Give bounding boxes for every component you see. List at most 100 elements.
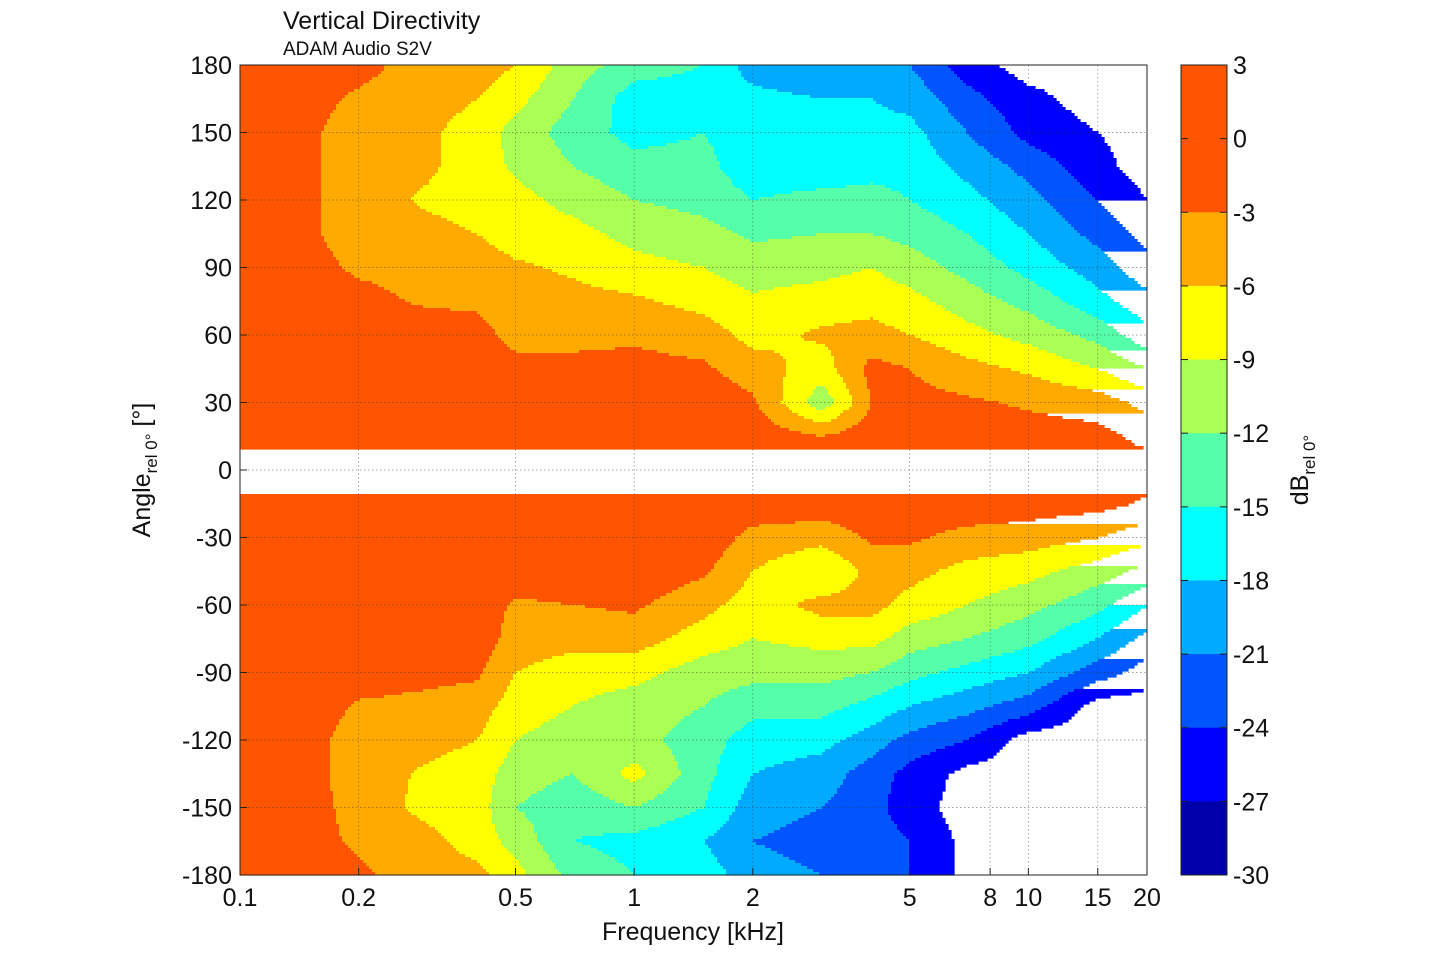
heatmap-cell <box>981 92 1048 96</box>
heatmap-cell <box>732 812 811 816</box>
heatmap-cell <box>411 773 496 777</box>
heatmap-cell <box>873 98 940 102</box>
heatmap-cell <box>381 71 505 75</box>
heatmap-cell <box>510 749 673 753</box>
heatmap-cell <box>462 746 511 750</box>
heatmap-cell <box>984 707 1042 711</box>
heatmap-cell <box>534 662 685 666</box>
heatmap-cell <box>240 86 361 90</box>
heatmap-cell <box>504 761 679 765</box>
y-tick-label: -30 <box>196 525 232 553</box>
heatmap-cell <box>1032 374 1114 378</box>
heatmap-cell <box>708 836 763 840</box>
heatmap-cell <box>1050 572 1123 576</box>
heatmap-cell <box>681 629 901 633</box>
heatmap-cell <box>909 839 955 843</box>
heatmap-cell <box>477 311 697 315</box>
heatmap-cell <box>492 791 538 795</box>
heatmap-cell <box>678 209 928 213</box>
heatmap-cell <box>240 65 385 69</box>
heatmap-cell <box>240 872 376 876</box>
heatmap-cell <box>366 863 481 867</box>
heatmap-cell <box>240 380 733 384</box>
heatmap-cell <box>240 197 322 201</box>
heatmap-cell <box>240 596 661 600</box>
heatmap-cell <box>240 599 514 603</box>
heatmap-cell <box>747 80 925 84</box>
heatmap-cell <box>555 866 628 870</box>
heatmap-cell <box>441 833 499 837</box>
heatmap-cell <box>423 689 508 693</box>
heatmap-cell <box>942 305 1015 309</box>
heatmap-cell <box>492 83 541 87</box>
heatmap-cell <box>441 134 502 138</box>
heatmap-cell <box>906 707 985 711</box>
heatmap-cell <box>990 251 1051 255</box>
heatmap-cell <box>240 104 337 108</box>
heatmap-cell <box>519 110 565 114</box>
heatmap-cell <box>420 818 493 822</box>
heatmap-cell <box>408 791 493 795</box>
heatmap-cell <box>345 710 493 714</box>
heatmap-cell <box>240 353 670 357</box>
heatmap-cell <box>240 92 349 96</box>
heatmap-cell <box>975 524 1138 528</box>
heatmap-area <box>240 65 1147 876</box>
heatmap-cell <box>783 389 814 393</box>
heatmap-cell <box>573 215 703 219</box>
heatmap-cell <box>846 737 898 741</box>
heatmap-cell <box>678 587 742 591</box>
heatmap-cell <box>240 317 484 321</box>
heatmap-cell <box>663 302 937 306</box>
heatmap-cell <box>927 209 1000 213</box>
heatmap-cell <box>966 128 1012 132</box>
heatmap-cell <box>783 380 844 384</box>
heatmap-cell <box>240 341 505 345</box>
heatmap-cell <box>240 551 724 555</box>
heatmap-cell <box>804 416 838 420</box>
heatmap-cell <box>738 68 913 72</box>
heatmap-cell <box>693 659 898 663</box>
heatmap-cell <box>1041 665 1087 669</box>
heatmap-cell <box>1041 194 1093 198</box>
heatmap-cell <box>1050 323 1108 327</box>
heatmap-cell <box>504 695 595 699</box>
heatmap-cell <box>972 236 1033 240</box>
heatmap-cell <box>711 698 868 702</box>
heatmap-cell <box>954 224 1018 228</box>
heatmap-cell <box>516 857 550 861</box>
heatmap-cell <box>729 689 889 693</box>
x-tick-label: 0.5 <box>498 884 533 912</box>
heatmap-cell <box>987 248 1048 252</box>
heatmap-cell <box>372 281 583 285</box>
heatmap-cell <box>852 530 946 534</box>
heatmap-cell <box>969 602 1057 606</box>
heatmap-cell <box>369 866 484 870</box>
heatmap-cell <box>885 323 976 327</box>
heatmap-cell <box>240 239 325 243</box>
heatmap-cell <box>924 254 994 258</box>
heatmap-cell <box>507 689 616 693</box>
heatmap-cell <box>345 842 451 846</box>
heatmap-cell <box>645 605 721 609</box>
heatmap-cell <box>738 233 817 237</box>
heatmap-cell <box>747 782 844 786</box>
heatmap-cell <box>1020 308 1081 312</box>
heatmap-cell <box>666 638 751 642</box>
heatmap-cell <box>912 116 955 120</box>
heatmap-cell <box>240 320 487 324</box>
heatmap-cell <box>783 383 847 387</box>
heatmap-cell <box>879 668 949 672</box>
heatmap-cell <box>540 83 583 87</box>
heatmap-cell <box>774 830 901 834</box>
colorbar-tick-label: -30 <box>1233 862 1269 890</box>
heatmap-cell <box>1032 644 1084 648</box>
heatmap-cell <box>471 857 517 861</box>
heatmap-cell <box>720 557 778 561</box>
heatmap-cell <box>1041 707 1081 711</box>
heatmap-cell <box>531 821 667 825</box>
heatmap-cell <box>1086 311 1132 315</box>
heatmap-cell <box>405 299 655 303</box>
heatmap-cell <box>1029 713 1075 717</box>
heatmap-cell <box>1080 668 1129 672</box>
